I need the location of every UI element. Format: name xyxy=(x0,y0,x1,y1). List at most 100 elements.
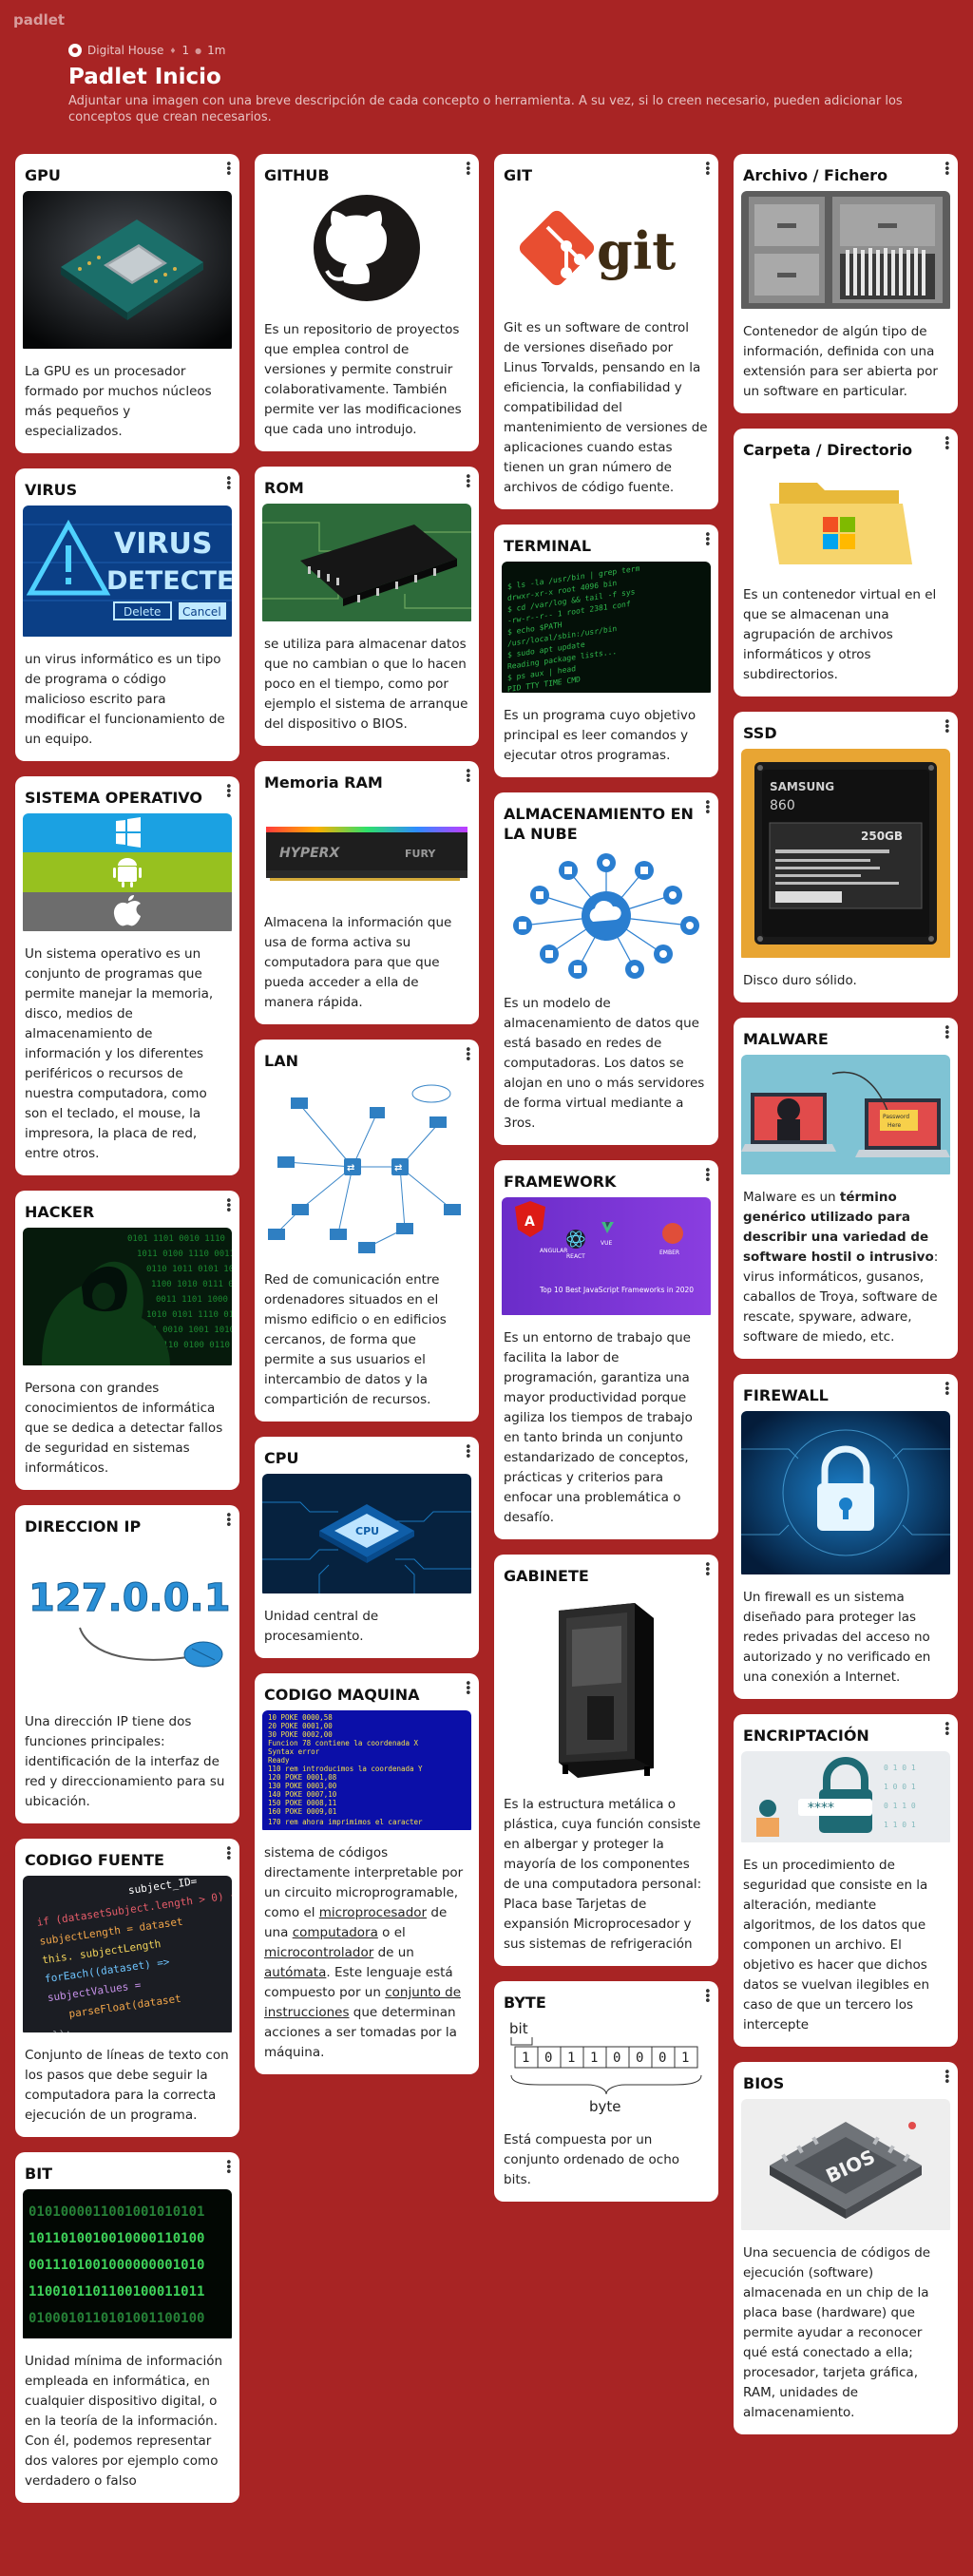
link-automata[interactable]: autómata xyxy=(264,1965,327,1980)
post-card-ssd[interactable]: SSD • • • SAMSUNG 860 250GB Disco duro sól… xyxy=(734,712,958,1002)
firewall-lock-image[interactable] xyxy=(741,1411,950,1578)
post-card-hacker[interactable]: HACKER • • • 0101 1101 0010 1110 1011 0100 … xyxy=(15,1191,239,1490)
more-options-icon[interactable]: • • • xyxy=(225,158,233,181)
post-card-archivo[interactable]: Archivo / Fichero • • • Contenedor de algú… xyxy=(734,154,958,413)
post-card-git[interactable]: GIT • • • git Git es un software de contro… xyxy=(494,154,718,509)
gpu-chip-image[interactable] xyxy=(23,191,232,353)
post-card-memoria-ram[interactable]: Memoria RAM • • • HYPERX FURY Almacena la … xyxy=(255,761,479,1024)
more-options-icon[interactable]: • • • xyxy=(704,796,712,820)
more-options-icon[interactable]: • • • xyxy=(225,472,233,496)
encryption-lock-image[interactable]: 0 1 0 1 1 0 0 1 0 1 1 0 1 1 0 1 **** xyxy=(741,1751,950,1846)
vue-label: VUE xyxy=(601,1240,612,1247)
github-logo-icon[interactable] xyxy=(262,191,471,311)
js-frameworks-banner-image[interactable]: A ANGULAR VUE REACT EMBER Top 10 Best Ja… xyxy=(502,1197,711,1319)
more-options-icon[interactable]: • • • xyxy=(225,1509,233,1533)
post-card-firewall[interactable]: FIREWALL • • • Un firewall es un sistema d… xyxy=(734,1374,958,1699)
terminal-screen-image[interactable]: $ ls -la /usr/bin | grep term drwxr-xr-x… xyxy=(502,562,711,696)
ip-address-image[interactable]: 127.0.0.1 xyxy=(23,1542,232,1703)
bit-value: 1 xyxy=(567,2051,575,2066)
cloud-storage-diagram-image[interactable] xyxy=(502,849,711,984)
heart-icon[interactable]: ♦ xyxy=(169,46,177,55)
svg-text:⇄: ⇄ xyxy=(394,1163,402,1174)
more-options-icon[interactable]: • • • xyxy=(225,780,233,804)
post-card-cpu[interactable]: CPU • • • CPU Unidad central de procesamie… xyxy=(255,1437,479,1658)
post-card-bit[interactable]: BIT • • • 0101000011001001010101 101101001… xyxy=(15,2152,239,2503)
post-body: Es un procedimiento de seguridad que con… xyxy=(743,1858,930,2032)
more-options-icon[interactable]: • • • xyxy=(944,2066,951,2089)
post-card-codigo-fuente[interactable]: CODIGO FUENTE • • • subject_ID= if (datase… xyxy=(15,1839,239,2137)
more-options-icon[interactable]: • • • xyxy=(225,1194,233,1218)
post-card-encriptacion[interactable]: ENCRIPTACIÓN • • • 0 1 0 1 1 0 0 1 0 1 1 0 1 … xyxy=(734,1714,958,2047)
more-options-icon[interactable]: • • • xyxy=(944,1718,951,1742)
binary-code-image[interactable]: 0101000011001001010101 10110100100100001… xyxy=(23,2189,232,2342)
machine-code-screen-image[interactable]: 10 POKE 0000,58 20 POKE 0001,00 30 POKE … xyxy=(262,1710,471,1834)
hacker-hoodie-image[interactable]: 0101 1101 0010 1110 1011 0100 1110 0011 0… xyxy=(23,1228,232,1369)
author-avatar[interactable] xyxy=(68,44,82,57)
more-options-icon[interactable]: • • • xyxy=(225,1842,233,1866)
more-options-icon[interactable]: • • • xyxy=(944,1021,951,1045)
git-logo-icon[interactable]: git xyxy=(502,191,711,309)
post-card-rom[interactable]: ROM • • • se utiliza para almacenar datos … xyxy=(255,467,479,746)
folder-icon[interactable] xyxy=(741,466,950,576)
rom-chip-image[interactable] xyxy=(262,504,471,625)
cpu-chip-image[interactable]: CPU xyxy=(262,1474,471,1597)
more-options-icon[interactable]: • • • xyxy=(944,716,951,739)
ssd-drive-image[interactable]: SAMSUNG 860 250GB xyxy=(741,749,950,962)
post-title: ROM xyxy=(264,479,304,497)
post-card-github[interactable]: GITHUB • • • Es un repositorio de proyecto… xyxy=(255,154,479,451)
post-card-gpu[interactable]: GPU • • • La GPU es un procesador formado … xyxy=(15,154,239,453)
ram-module-image[interactable]: HYPERX FURY xyxy=(262,798,471,904)
post-card-lan[interactable]: LAN • • • ⇄ ⇄ xyxy=(255,1040,479,1422)
file-cabinet-image[interactable] xyxy=(741,191,950,313)
post-card-malware[interactable]: MALWARE • • • Password Here Malware es un … xyxy=(734,1018,958,1359)
post-card-carpeta[interactable]: Carpeta / Directorio • • • Es un contenedo… xyxy=(734,429,958,696)
column-3: GIT • • • git Git es un software de contro… xyxy=(494,154,718,2217)
post-card-bios[interactable]: BIOS • • • BIOS Una secuencia de códigos d… xyxy=(734,2062,958,2434)
malware-phishing-image[interactable]: Password Here xyxy=(741,1055,950,1178)
post-age: 1m xyxy=(207,44,226,57)
lan-network-diagram-image[interactable]: ⇄ ⇄ xyxy=(262,1077,471,1261)
more-options-icon[interactable]: • • • xyxy=(465,158,472,181)
more-options-icon[interactable]: • • • xyxy=(944,158,951,181)
more-options-icon[interactable]: • • • xyxy=(944,1378,951,1402)
pc-case-image[interactable] xyxy=(502,1592,711,1785)
more-options-icon[interactable]: • • • xyxy=(944,432,951,456)
link-conjunto-de-instrucciones[interactable]: conjunto de instrucciones xyxy=(264,1985,462,2020)
link-microcontrolador[interactable]: microcontrolador xyxy=(264,1945,374,1960)
more-options-icon[interactable]: • • • xyxy=(465,1043,472,1067)
more-options-icon[interactable]: • • • xyxy=(465,1677,472,1701)
post-body: Está compuesta por un conjunto ordenado … xyxy=(504,2132,680,2187)
post-card-framework[interactable]: FRAMEWORK • • • A ANGULAR VUE REACT EMBER … xyxy=(494,1160,718,1539)
more-options-icon[interactable]: • • • xyxy=(225,2156,233,2180)
more-options-icon[interactable]: • • • xyxy=(465,1441,472,1464)
code-row: 140 POKE 0007,10 xyxy=(268,1790,337,1799)
author-name[interactable]: Digital House xyxy=(87,44,164,57)
code-row: 10 POKE 0000,58 xyxy=(268,1713,333,1722)
post-card-codigo-maquina[interactable]: CODIGO MAQUINA • • • 10 POKE 0000,58 20 PO… xyxy=(255,1673,479,2074)
link-computadora[interactable]: computadora xyxy=(292,1925,378,1940)
post-card-sistema-operativo[interactable]: SISTEMA OPERATIVO • • • Un sistema operati… xyxy=(15,776,239,1175)
bios-chip-image[interactable]: BIOS xyxy=(741,2099,950,2234)
more-options-icon[interactable]: • • • xyxy=(704,528,712,552)
post-card-gabinete[interactable]: GABINETE • • • Es la estructura metálica o… xyxy=(494,1555,718,1966)
link-microprocesador[interactable]: microprocesador xyxy=(318,1905,428,1920)
more-options-icon[interactable]: • • • xyxy=(704,1558,712,1582)
post-body: Malware es un término genérico utilizado… xyxy=(741,1178,950,1347)
post-card-direccion-ip[interactable]: DIRECCION IP • • • 127.0.0.1 Una dirección… xyxy=(15,1505,239,1823)
post-card-terminal[interactable]: TERMINAL • • • $ ls -la /usr/bin | grep te… xyxy=(494,525,718,777)
more-options-icon[interactable]: • • • xyxy=(704,1164,712,1188)
more-options-icon[interactable]: • • • xyxy=(704,1985,712,2009)
padlet-logo[interactable]: padlet xyxy=(13,11,66,29)
svg-text:0 1 1 0: 0 1 1 0 xyxy=(884,1802,916,1810)
more-options-icon[interactable]: • • • xyxy=(704,158,712,181)
os-logos-image[interactable] xyxy=(23,813,232,935)
post-body: Persona con grandes conocimientos de inf… xyxy=(25,1381,223,1476)
post-card-almacenamiento-nube[interactable]: ALMACENAMIENTO EN LA NUBE • • • xyxy=(494,792,718,1145)
more-options-icon[interactable]: • • • xyxy=(465,765,472,789)
more-options-icon[interactable]: • • • xyxy=(465,470,472,494)
source-code-image[interactable]: subject_ID= if (datasetSubject.length > … xyxy=(23,1876,232,2036)
